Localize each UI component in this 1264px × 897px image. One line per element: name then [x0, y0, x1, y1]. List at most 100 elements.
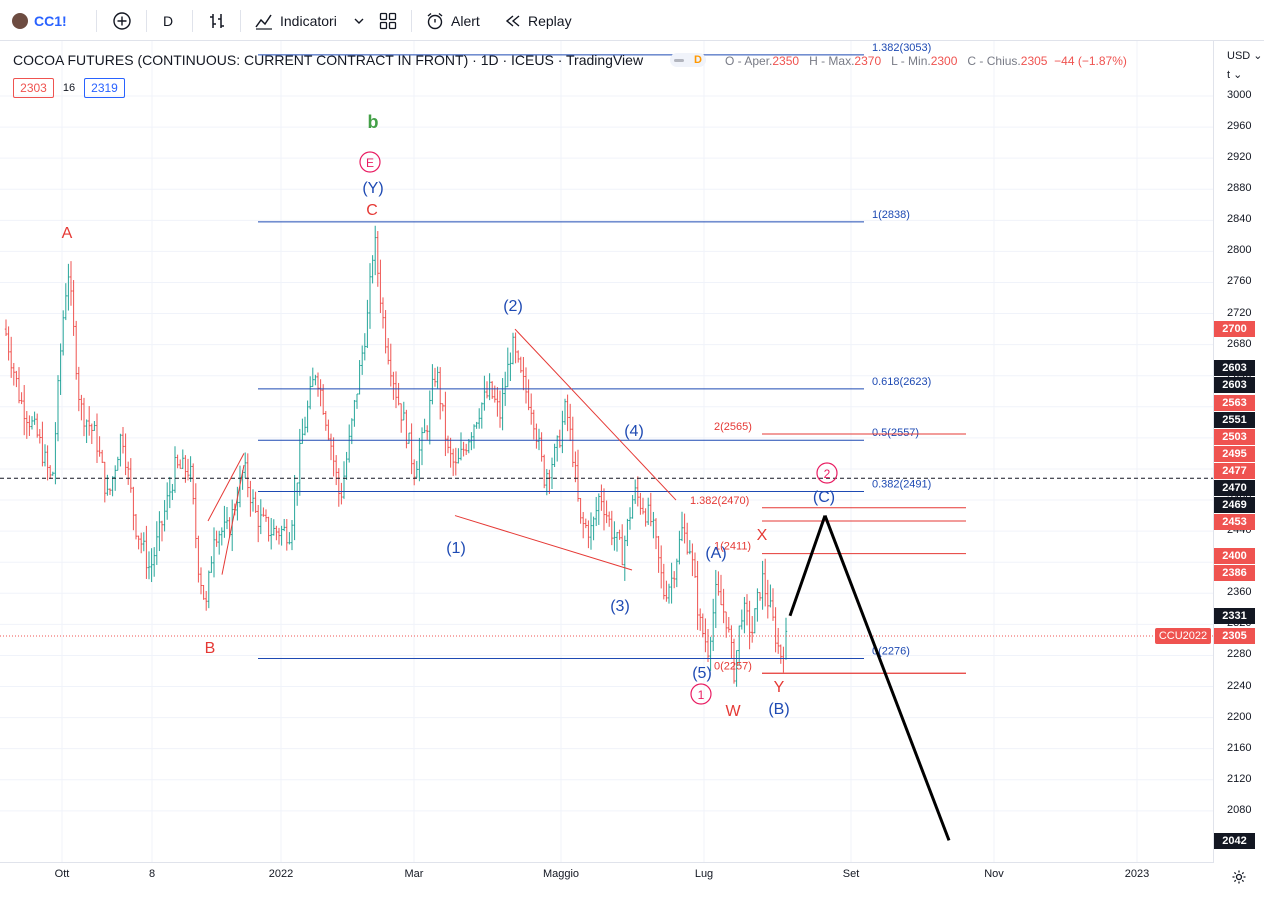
fib-red-label: 1.382(2470) [690, 495, 749, 507]
fib-blue-label: 0(2276) [872, 646, 910, 658]
buy-price-pill[interactable]: 2319 [84, 78, 125, 98]
indicators-button[interactable]: Indicatori [254, 0, 337, 41]
rewind-icon [505, 14, 520, 27]
wave-label-circle [690, 683, 712, 705]
indicators-icon [255, 14, 272, 30]
y-tick-label: 2680 [1227, 337, 1252, 350]
wave-label: (5) [692, 665, 712, 682]
y-tick-label: 2880 [1227, 182, 1252, 195]
symbol-button[interactable]: CC1! [12, 0, 67, 41]
x-tick-label: Ott [54, 868, 70, 880]
wave-label-circle [359, 151, 381, 173]
source-badge[interactable]: D [670, 53, 706, 67]
currency-selector[interactable]: USD ⌄ [1227, 49, 1263, 62]
x-tick-label: 8 [148, 868, 156, 880]
close-value: 2305 [1020, 54, 1048, 68]
y-tick-label: 2200 [1227, 710, 1252, 723]
time-axis[interactable]: Ott 8 2022 Mar Maggio Lug Set Nov 2023 [0, 862, 1213, 897]
price-badge: 2503 [1214, 429, 1255, 445]
x-tick-label: Mar [404, 868, 424, 880]
high-label: H - Max. [809, 54, 855, 68]
price-badge: 2331 [1214, 608, 1255, 624]
interval-button[interactable]: D [163, 0, 173, 41]
wave-label: (2) [503, 298, 523, 315]
ohlc-readout: O - Aper.2350 H - Max.2370 L - Min.2300 … [725, 54, 1127, 68]
x-tick-label: Maggio [542, 868, 580, 880]
wave-label: (1) [446, 540, 466, 557]
chart-canvas[interactable]: 1.382(3053) 1(2838) 0.618(2623) 0.5(2557) 0.… [0, 41, 1264, 896]
x-tick-label: 2023 [1124, 868, 1150, 880]
price-badge: 2470 [1214, 480, 1255, 496]
divider [96, 10, 97, 32]
price-badge: 2563 [1214, 395, 1255, 411]
plus-circle-icon [113, 11, 131, 30]
gear-icon [1232, 870, 1246, 884]
y-tick-label: 2160 [1227, 741, 1252, 754]
replay-label: Replay [528, 12, 572, 29]
sell-price-pill[interactable]: 2303 [13, 78, 54, 98]
y-tick-label: 2280 [1227, 648, 1252, 661]
chevron-down-icon: ⌄ [1250, 50, 1263, 62]
divider [411, 10, 412, 32]
divider [146, 10, 147, 32]
open-label: O - Aper. [725, 54, 773, 68]
y-tick-label: 2080 [1227, 803, 1252, 816]
trend-line [221, 464, 245, 575]
alert-button[interactable]: Alert [425, 0, 480, 41]
price-badge: 2042 [1214, 833, 1255, 849]
wave-label: (A) [705, 545, 726, 562]
indicators-dropdown[interactable] [353, 0, 365, 41]
currency-label: USD [1227, 50, 1251, 62]
unit-selector[interactable]: t ⌄ [1227, 68, 1242, 81]
wave-label: A [62, 225, 73, 242]
chevron-down-icon: ⌄ [1230, 69, 1243, 81]
fib-blue-label: 0.382(2491) [872, 478, 931, 490]
price-badge: 2495 [1214, 446, 1255, 462]
add-symbol-button[interactable] [112, 0, 132, 41]
chevron-down-icon [354, 18, 364, 24]
contract-tag: CCU2022 [1155, 628, 1211, 644]
bars-chart-icon [210, 13, 224, 28]
price-badge: 2386 [1214, 565, 1255, 581]
indicators-label: Indicatori [280, 12, 337, 29]
chart-area[interactable]: 1.382(3053) 1(2838) 0.618(2623) 0.5(2557) 0.… [0, 41, 1264, 896]
price-badge: 2700 [1214, 321, 1255, 337]
fib-red-label: 2(2565) [714, 421, 752, 433]
projection-path [788, 515, 827, 617]
x-tick-label: Nov [984, 868, 1004, 880]
trend-line [207, 453, 245, 522]
replay-button[interactable]: Replay [504, 0, 572, 41]
y-tick-label: 2240 [1227, 679, 1252, 692]
wave-label: (B) [768, 701, 789, 718]
price-badge: 2551 [1214, 412, 1255, 428]
x-tick-label: Lug [694, 868, 714, 880]
wave-label: B [205, 640, 216, 657]
y-tick-label: 2760 [1227, 275, 1252, 288]
fib-blue-label: 0.5(2557) [872, 427, 919, 439]
wave-label: Y [774, 679, 785, 696]
price-badge: 2603 [1214, 377, 1255, 393]
y-tick-label: 2360 [1227, 586, 1252, 599]
price-badge: 2477 [1214, 463, 1255, 479]
x-tick-label: 2022 [268, 868, 294, 880]
fib-blue-label: 1(2838) [872, 209, 910, 221]
price-badge: 2603 [1214, 360, 1255, 376]
layouts-button[interactable] [378, 0, 398, 41]
spread-value: 16 [62, 82, 76, 94]
wave-label: 1 [698, 688, 705, 702]
change-value: −44 (−1.87%) [1054, 54, 1127, 68]
x-tick-label: Set [842, 868, 860, 880]
alert-label: Alert [451, 12, 480, 29]
wedge-upper-line [514, 328, 677, 501]
y-tick-label: 2800 [1227, 244, 1252, 257]
unit-label: t [1227, 69, 1231, 81]
wave-label: 2 [824, 467, 831, 481]
symbol-label: CC1! [34, 12, 67, 29]
divider [192, 10, 193, 32]
wave-label: (3) [610, 598, 630, 615]
settings-button[interactable] [1228, 866, 1250, 888]
wedge-lower-line [454, 515, 633, 571]
low-value: 2300 [930, 54, 958, 68]
y-tick-label: 2960 [1227, 120, 1252, 133]
chart-type-button[interactable] [207, 0, 227, 41]
